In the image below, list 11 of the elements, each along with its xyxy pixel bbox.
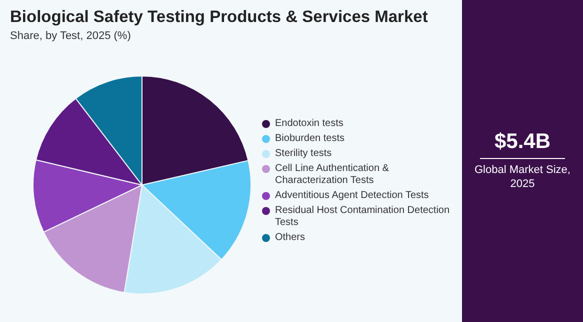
chart-subtitle: Share, by Test, 2025 (%) bbox=[10, 30, 131, 42]
legend-label: Cell Line Authentication & Characterization Tests bbox=[275, 162, 390, 186]
legend-label: Residual Host Contamination Detection Tests bbox=[275, 204, 451, 228]
text: $5.4B bbox=[493, 130, 552, 154]
legend-label: Others bbox=[275, 232, 306, 244]
legend-label: Adventitious Agent Detection Tests bbox=[275, 190, 429, 202]
text: Global Market Size, 2025 bbox=[474, 163, 572, 191]
legend-label: Endotoxin tests bbox=[275, 118, 344, 130]
legend-label: Sterility tests bbox=[275, 148, 332, 160]
legend-label: Bioburden tests bbox=[275, 132, 344, 144]
chart-title: Biological Safety Testing Products & Services Market bbox=[10, 8, 428, 27]
